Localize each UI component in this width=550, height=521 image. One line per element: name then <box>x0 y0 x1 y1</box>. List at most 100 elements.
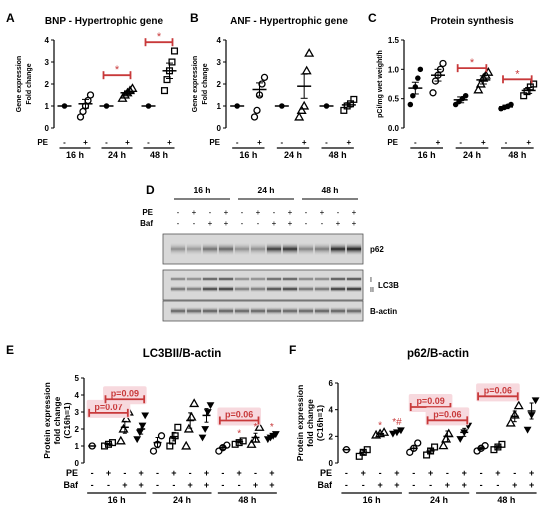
row-sign-f-0-5: + <box>428 468 433 478</box>
blot-band-lc3b-ii-8 <box>298 285 314 293</box>
y-tick-label-e-0: 0 <box>75 459 80 468</box>
y-tick-label-c-1: 0.5 <box>388 95 400 104</box>
sig-bracket-label-a-0: * <box>115 64 120 76</box>
data-point-b-3-1 <box>296 105 307 114</box>
data-point-f-7-0 <box>456 436 465 443</box>
data-point-c-0-3 <box>415 75 421 81</box>
blot-band-b-actin-4 <box>234 306 250 316</box>
row-label-f-1: Baf <box>317 480 333 490</box>
blot-band-lc3b-i-8 <box>298 276 314 282</box>
blot-band-b-actin-8 <box>298 306 314 316</box>
blot-band-lc3b-i-4 <box>234 276 250 282</box>
data-point-f-5-2 <box>431 443 439 451</box>
y-label-c-0: pCi/mg wet weight/h <box>377 50 384 118</box>
row-sign-f-1-4: - <box>412 480 415 490</box>
sig-star-e-2: * <box>270 422 274 433</box>
series-b-5 <box>340 95 358 114</box>
sig-bracket-a-1: * <box>144 31 174 47</box>
series-e-9 <box>231 437 247 448</box>
blot-band-lc3b-ii-0 <box>170 285 186 293</box>
row-label-e-0: PE <box>66 468 78 478</box>
series-a-1 <box>76 91 95 121</box>
y-tick-label-c-3: 1.5 <box>388 36 400 45</box>
group-label-c-0: 16 h <box>418 150 436 160</box>
blot-band-b-actin-0 <box>170 306 186 316</box>
series-e-3 <box>133 412 150 444</box>
data-point-b-5-3 <box>350 95 358 103</box>
chart-title-b: ANF - Hypertrophic gene <box>230 16 348 27</box>
row-sign-e-0-2: - <box>123 468 126 478</box>
data-point-e-4-0 <box>149 447 158 455</box>
blot-band-lc3b-i-11 <box>346 276 362 282</box>
row-sign-e-1-9: - <box>238 480 241 490</box>
series-e-11 <box>263 431 280 444</box>
chart-panel-e: LC3BII/B-actin 0 1 2 3 4 5 Protein expression fo… <box>42 348 280 505</box>
data-point-c-2-3 <box>462 92 469 99</box>
data-point-c-1-0 <box>429 89 437 97</box>
blot-baf-sign-3: + <box>224 219 229 228</box>
data-point-b-1-1 <box>253 106 261 115</box>
row-sign-f-1-1: - <box>362 480 365 490</box>
sig-bracket-label-f-1: p=0.06 <box>433 409 461 419</box>
sig-star-f-1: *# <box>392 417 402 428</box>
series-e-5 <box>166 423 182 450</box>
blot-band-b-actin-11 <box>346 306 362 316</box>
series-a-4 <box>141 103 156 109</box>
series-b-2 <box>274 103 289 109</box>
sig-star-f-0: * <box>378 420 382 431</box>
sig-bracket-f-2: p=0.06 <box>476 383 520 402</box>
data-point-f-11-2 <box>531 397 540 405</box>
blot-pe-sign-6: - <box>273 208 276 217</box>
row-sign-e-0-11: + <box>269 468 274 478</box>
blot-band-lc3b-ii-3 <box>218 285 234 293</box>
series-a-3 <box>117 83 138 102</box>
blot-baf-sign-6: + <box>272 219 277 228</box>
blot-band-lc3b-ii-4 <box>234 285 250 293</box>
row-sign-b-0-0: - <box>236 138 239 147</box>
row-sign-f-0-2: - <box>379 468 382 478</box>
row-sign-a-0-0: - <box>63 138 66 147</box>
y-tick-label-b-1: 1 <box>217 102 222 111</box>
chart-panel-f: p62/B-actin 0 2 4 6 Protein expression fold ch… <box>295 348 540 505</box>
chart-title-e: LC3BII/B-actin <box>143 348 222 360</box>
sig-bracket-e-1: p=0.09 <box>103 386 147 405</box>
series-f-9 <box>490 440 506 454</box>
row-sign-c-0-4: - <box>505 138 508 147</box>
blot-band-p62-8 <box>298 241 314 257</box>
y-tick-label-a-3: 3 <box>45 58 50 67</box>
row-sign-e-0-0: - <box>91 468 94 478</box>
sig-bracket-label-c-0: * <box>470 57 475 69</box>
row-sign-f-0-0: - <box>345 468 348 478</box>
series-f-10 <box>505 400 524 427</box>
blot-pe-sign-4: - <box>241 208 244 217</box>
y-tick-label-c-0: 0.0 <box>388 124 400 133</box>
row-sign-e-1-6: + <box>188 480 193 490</box>
chart-title-a: BNP - Hypertrophic gene <box>45 16 164 27</box>
row-sign-e-0-6: - <box>189 468 192 478</box>
row-sign-e-0-4: - <box>156 468 159 478</box>
blot-baf-sign-10: + <box>336 219 341 228</box>
y-tick-label-f-3: 6 <box>329 379 334 388</box>
blot-band-lc3b-i-2 <box>202 276 218 282</box>
row-sign-f-1-11: + <box>529 480 534 490</box>
y-tick-label-e-1: 1 <box>75 442 80 451</box>
series-c-0 <box>407 66 424 108</box>
blot-band-p62-4 <box>234 241 250 257</box>
sig-bracket-c-0: * <box>456 57 488 73</box>
blot-band-lc3b-i-7 <box>282 276 298 282</box>
row-sign-f-0-1: + <box>361 468 366 478</box>
data-point-e-5-2 <box>171 432 179 440</box>
y-label-e-2: (C16h=1) <box>62 402 72 438</box>
blot-baf-sign-5: - <box>257 219 260 228</box>
blot-pe-label: PE <box>142 208 153 217</box>
row-sign-a-0-2: - <box>105 138 108 147</box>
blot-baf-sign-0: - <box>177 219 180 228</box>
blot-baf-sign-11: + <box>352 219 357 228</box>
group-label-c-2: 48 h <box>508 150 526 160</box>
data-point-f-4-0 <box>406 448 414 456</box>
blot-band-b-actin-7 <box>282 306 298 316</box>
blot-baf-sign-1: - <box>193 219 196 228</box>
blot-baf-sign-8: - <box>305 219 308 228</box>
group-label-c-1: 24 h <box>463 150 481 160</box>
panel-letter-b: B <box>190 11 199 25</box>
